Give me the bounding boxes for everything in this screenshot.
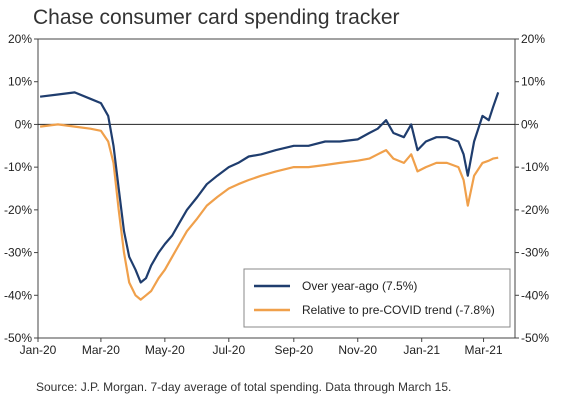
y-tick-label-right: -50%	[521, 331, 549, 345]
x-tick-label: Jan-21	[403, 343, 440, 357]
x-axis: Jan-20 Mar-20 May-20 Jul-20 Sep-20 Nov-20 Jan-…	[20, 338, 503, 357]
y-tick-label-right: -30%	[521, 246, 549, 260]
x-tick-label: Sep-20	[274, 343, 313, 357]
legend-label: Relative to pre-COVID trend (-7.8%)	[302, 303, 495, 317]
right-y-axis: 20% 10% 0% -10% -20% -30% -40% -50%	[515, 32, 549, 345]
y-tick-label-right: -40%	[521, 288, 549, 302]
x-tick-label: Nov-20	[338, 343, 377, 357]
y-tick-label-left: -10%	[4, 160, 32, 174]
y-tick-label-left: 20%	[8, 32, 32, 46]
y-tick-label-right: -20%	[521, 203, 549, 217]
x-tick-label: May-20	[145, 343, 185, 357]
series-line-over-year-ago	[39, 91, 500, 284]
x-tick-label: Jan-20	[20, 343, 57, 357]
y-tick-label-right: 10%	[521, 75, 545, 89]
x-tick-label: Mar-21	[465, 343, 503, 357]
y-tick-label-left: 0%	[15, 117, 33, 131]
y-tick-label-left: 10%	[8, 75, 32, 89]
y-tick-label-right: 20%	[521, 32, 545, 46]
x-tick-label: Jul-20	[212, 343, 245, 357]
y-tick-label-right: -10%	[521, 160, 549, 174]
legend: Over year-ago (7.5%) Relative to pre-COVI…	[243, 268, 511, 328]
series-layer	[39, 91, 500, 301]
source-note: Source: J.P. Morgan. 7-day average of to…	[36, 380, 452, 394]
chart-title: Chase consumer card spending tracker	[33, 6, 400, 29]
legend-box	[243, 268, 511, 328]
plot-border	[37, 38, 516, 339]
y-tick-label-left: -30%	[4, 246, 32, 260]
y-tick-label-right: 0%	[521, 117, 539, 131]
y-tick-label-left: -40%	[4, 288, 32, 302]
left-y-axis: 20% 10% 0% -10% -20% -30% -40% -50%	[4, 32, 38, 345]
y-tick-label-left: -20%	[4, 203, 32, 217]
x-tick-label: Mar-20	[82, 343, 120, 357]
series-line-pre-covid-trend	[39, 123, 499, 301]
legend-label: Over year-ago (7.5%)	[302, 279, 417, 293]
y-tick-label-left: -50%	[4, 331, 32, 345]
chart-frame	[37, 38, 516, 339]
